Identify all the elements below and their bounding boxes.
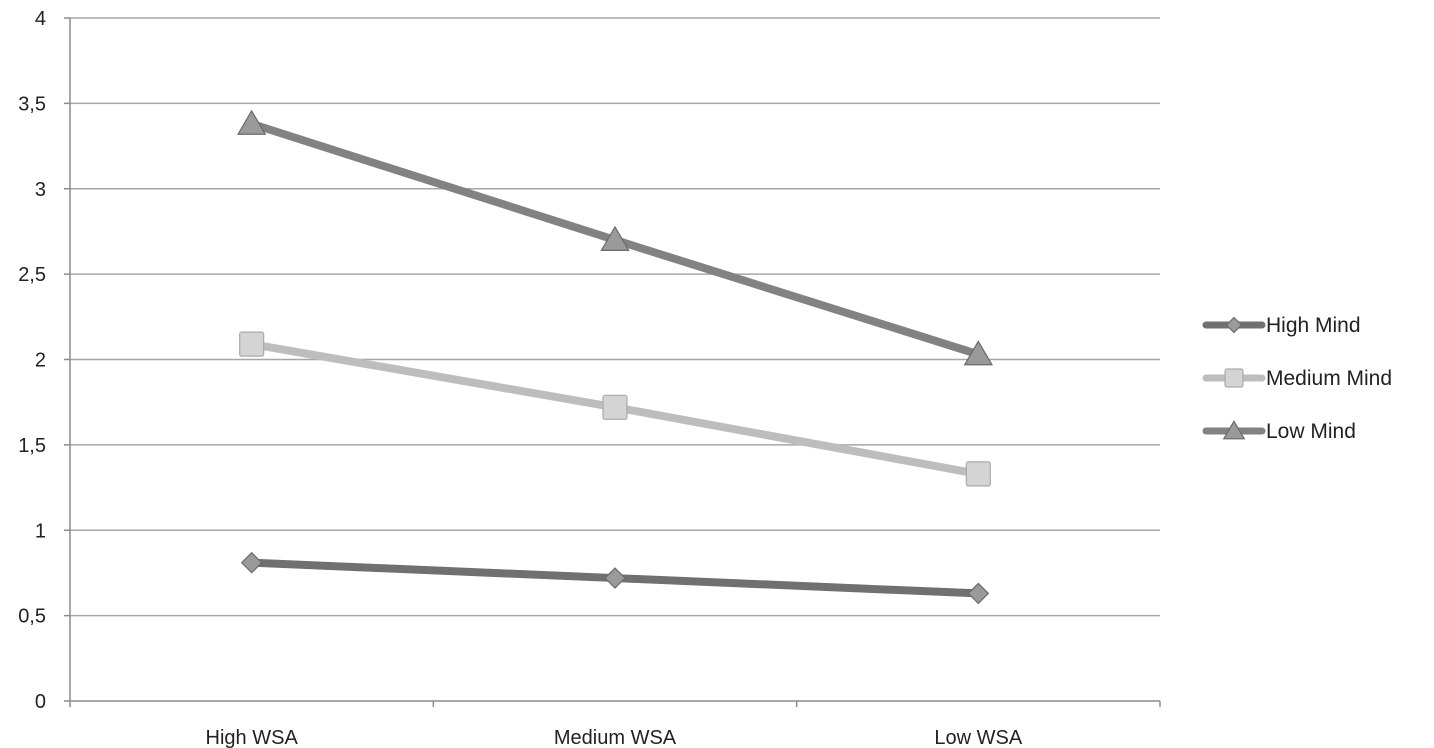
data-point	[236, 109, 267, 135]
legend-label: Medium Mind	[1266, 367, 1392, 390]
y-tick-label: 0,5	[18, 606, 46, 628]
legend-label: Low Mind	[1266, 420, 1356, 443]
x-tick-label: Medium WSA	[554, 727, 677, 748]
y-tick-label: 0	[35, 691, 46, 713]
legend-marker	[1225, 316, 1243, 334]
y-tick-label: 2,5	[18, 264, 46, 286]
x-axis-tick-labels: High WSA Medium WSA Low WSA	[206, 727, 1023, 748]
legend: High Mind Medium Mind Low Mind	[1202, 314, 1392, 443]
data-point	[965, 461, 991, 487]
data-point	[967, 582, 990, 605]
y-tick-label: 1,5	[18, 435, 46, 457]
data-point	[239, 331, 265, 357]
axes	[64, 17, 1161, 707]
y-tick-label: 2	[35, 350, 46, 372]
data-point	[240, 551, 263, 574]
y-tick-label: 1	[35, 520, 46, 542]
legend-marker	[1224, 368, 1244, 388]
x-tick-label: High WSA	[206, 727, 299, 748]
x-tick-label: Low WSA	[934, 727, 1022, 748]
data-point	[604, 567, 626, 589]
data-point	[602, 394, 628, 420]
data-point	[600, 225, 630, 251]
y-tick-label: 3	[35, 179, 46, 201]
data-point	[963, 340, 994, 366]
y-tick-label: 4	[35, 8, 46, 30]
y-tick-label: 3,5	[18, 93, 46, 115]
y-axis-tick-labels: 0 0,5 1 1,5 2 2,5 3 3,5 4	[18, 8, 46, 713]
gridlines	[70, 17, 1160, 617]
series-lines	[236, 109, 994, 605]
legend-marker	[1222, 420, 1246, 440]
legend-label: High Mind	[1266, 314, 1361, 337]
